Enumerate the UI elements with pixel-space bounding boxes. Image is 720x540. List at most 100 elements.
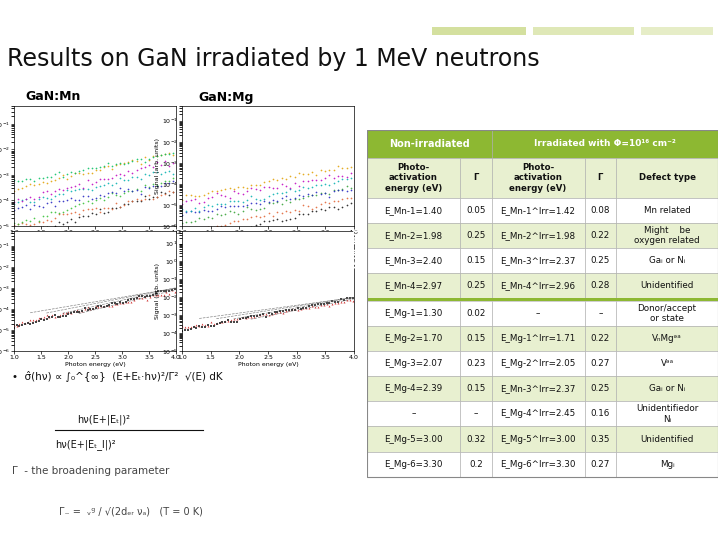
Point	[194, 322, 205, 330]
Point	[90, 164, 102, 172]
Point	[122, 158, 134, 166]
Point	[147, 291, 158, 299]
Point	[24, 316, 36, 325]
Point	[147, 152, 158, 161]
Point	[306, 190, 318, 199]
Point	[241, 184, 253, 193]
Point	[207, 224, 218, 232]
Point	[324, 193, 336, 202]
Point	[202, 321, 214, 330]
Point	[119, 187, 130, 196]
Point	[41, 193, 53, 202]
Text: E_Mg-6^Irr=3.30: E_Mg-6^Irr=3.30	[500, 460, 576, 469]
Text: 0.32: 0.32	[466, 435, 485, 443]
Point	[258, 217, 270, 226]
Point	[271, 214, 283, 223]
Point	[49, 176, 60, 185]
Point	[78, 192, 89, 201]
Point	[139, 180, 150, 189]
Point	[24, 193, 36, 202]
Text: E_Mn-4^Irr=2.96: E_Mn-4^Irr=2.96	[500, 281, 575, 291]
Point	[147, 181, 158, 190]
FancyBboxPatch shape	[460, 326, 492, 351]
Point	[181, 191, 192, 199]
Point	[73, 213, 85, 221]
Point	[37, 218, 48, 226]
Point	[139, 192, 150, 200]
Point	[12, 220, 24, 228]
Point	[66, 168, 77, 177]
Point	[163, 178, 175, 187]
FancyBboxPatch shape	[585, 427, 616, 451]
Point	[78, 199, 89, 207]
Point	[341, 187, 353, 195]
Point	[90, 183, 102, 191]
Point	[243, 313, 254, 322]
Point	[61, 170, 73, 178]
Point	[246, 222, 257, 231]
Point	[258, 195, 270, 204]
Point	[250, 212, 261, 220]
Point	[53, 218, 65, 227]
Point	[251, 311, 263, 320]
Text: E_Mn-3=2.40: E_Mn-3=2.40	[384, 256, 443, 265]
Point	[215, 199, 227, 208]
FancyBboxPatch shape	[492, 223, 585, 248]
Point	[320, 179, 331, 188]
Point	[44, 313, 55, 321]
Point	[90, 178, 102, 186]
FancyBboxPatch shape	[616, 401, 718, 427]
Point	[78, 212, 89, 220]
Text: 0.25: 0.25	[590, 384, 610, 393]
FancyBboxPatch shape	[367, 223, 460, 248]
Point	[324, 203, 336, 212]
Point	[283, 306, 294, 314]
Point	[86, 199, 97, 207]
Point	[231, 318, 243, 327]
Point	[233, 216, 244, 225]
Point	[78, 166, 89, 174]
Point	[135, 196, 146, 205]
Point	[211, 224, 222, 232]
Point	[159, 178, 171, 187]
Point	[58, 171, 69, 179]
Point	[110, 199, 122, 208]
Point	[143, 183, 155, 192]
Text: GaN:Mg: GaN:Mg	[356, 274, 364, 308]
FancyBboxPatch shape	[616, 351, 718, 376]
Point	[117, 299, 129, 307]
Point	[328, 179, 340, 187]
Point	[324, 199, 336, 207]
Point	[110, 191, 122, 199]
FancyBboxPatch shape	[492, 198, 585, 223]
Point	[79, 304, 91, 313]
Point	[109, 299, 120, 307]
Text: 0.27: 0.27	[590, 359, 610, 368]
Point	[102, 193, 114, 201]
Point	[119, 159, 130, 168]
Text: Γ₋ =  ᵥᵍ / √(2dₑᵣ νₐ)   (T = 0 K): Γ₋ = ᵥᵍ / √(2dₑᵣ νₐ) (T = 0 K)	[59, 507, 203, 517]
FancyBboxPatch shape	[367, 299, 718, 301]
Text: E_Mg-4^Irr=2.45: E_Mg-4^Irr=2.45	[500, 409, 576, 418]
FancyBboxPatch shape	[492, 326, 585, 351]
Point	[156, 179, 167, 187]
Point	[224, 224, 235, 232]
Point	[17, 224, 28, 233]
Point	[90, 165, 102, 174]
Point	[302, 192, 313, 200]
Point	[151, 158, 163, 166]
Point	[276, 199, 287, 208]
Point	[306, 183, 318, 191]
Point	[139, 194, 150, 203]
Point	[38, 313, 50, 322]
Point	[45, 217, 56, 226]
Point	[147, 291, 158, 299]
Point	[211, 221, 222, 230]
Point	[266, 309, 277, 318]
Point	[101, 302, 112, 310]
Point	[107, 205, 118, 214]
Point	[182, 322, 194, 331]
FancyBboxPatch shape	[492, 376, 585, 401]
Point	[341, 172, 353, 181]
Point	[107, 204, 118, 213]
